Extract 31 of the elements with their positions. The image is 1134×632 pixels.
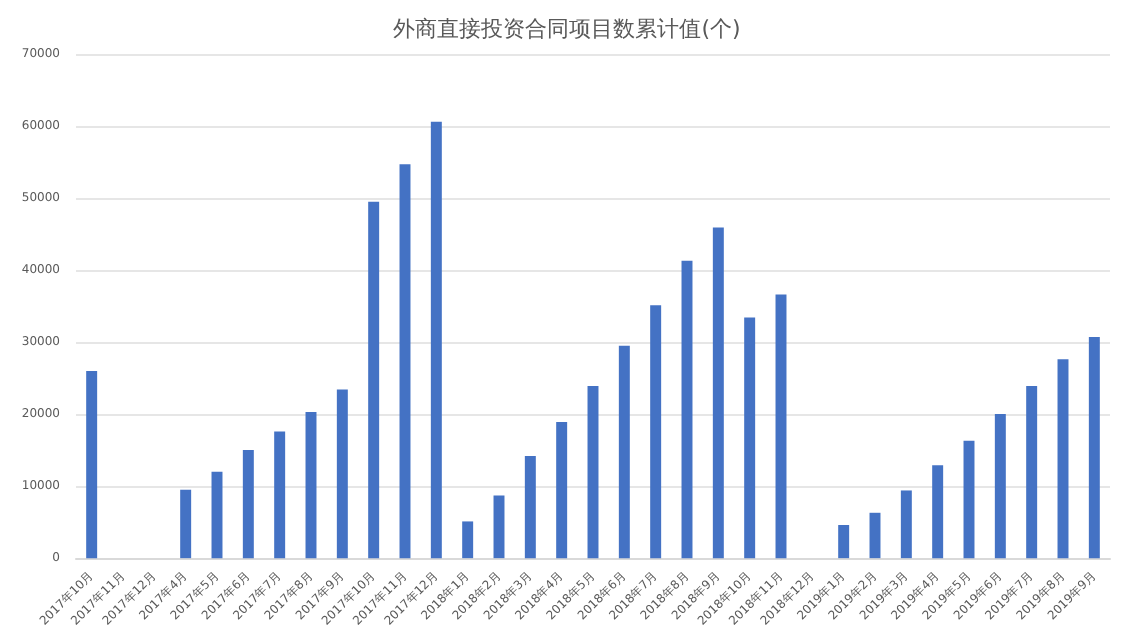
bar [430, 121, 442, 559]
bar [963, 440, 975, 559]
bar [994, 414, 1006, 559]
bar [838, 525, 850, 559]
bar [744, 317, 756, 559]
bar [399, 164, 411, 559]
bar [211, 471, 223, 559]
bar [274, 431, 286, 559]
bar [712, 227, 724, 559]
bar [900, 490, 912, 559]
bar [86, 370, 98, 559]
bar [1026, 386, 1038, 559]
chart-title: 外商直接投资合同项目数累计值(个) [393, 16, 741, 42]
bar [681, 260, 693, 559]
bar [869, 512, 881, 559]
bar [587, 386, 599, 559]
bar [336, 389, 348, 559]
bar [1057, 359, 1069, 559]
bar [524, 455, 536, 559]
bar [242, 450, 254, 559]
bar [493, 495, 505, 559]
bar [556, 422, 568, 559]
bar [368, 201, 380, 559]
bar [618, 345, 630, 559]
bar [305, 411, 317, 559]
bar [932, 465, 944, 559]
bar [180, 489, 192, 559]
bar [775, 294, 787, 559]
bar [462, 521, 474, 559]
bar [1088, 337, 1100, 559]
bar [650, 305, 662, 559]
